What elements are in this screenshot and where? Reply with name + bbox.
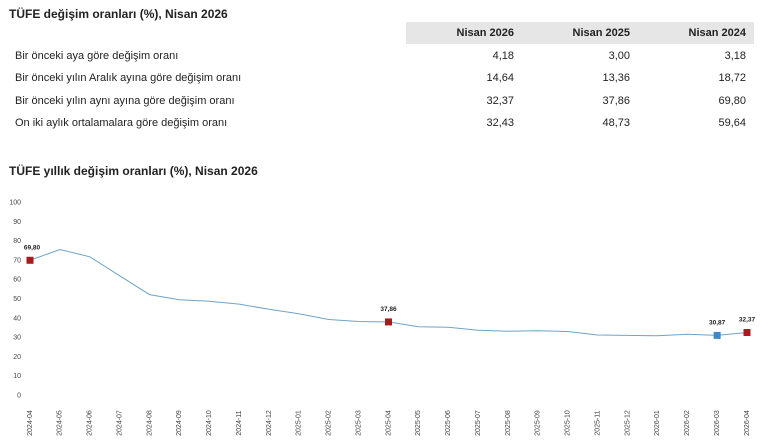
x-tick-label: 2025-01	[296, 410, 303, 436]
table-row: Bir önceki aya göre değişim oranı 4,18 3…	[7, 44, 754, 68]
x-tick-label: 2025-08	[505, 410, 512, 436]
y-tick-label: 40	[13, 315, 21, 322]
x-tick-label: 2025-06	[445, 410, 452, 436]
cell-value: 13,36	[522, 67, 638, 90]
y-tick-label: 30	[13, 335, 21, 342]
data-point-marker	[385, 318, 392, 326]
data-label: 30,87	[709, 319, 726, 326]
y-tick-label: 20	[13, 354, 21, 361]
header-col-3: Nisan 2024	[638, 22, 754, 45]
chart-title: TÜFE yıllık değişim oranları (%), Nisan …	[9, 164, 258, 178]
row-label: On iki aylık ortalamalara göre değişim o…	[7, 112, 406, 135]
data-label: 32,37	[739, 317, 756, 324]
header-col-1: Nisan 2026	[406, 22, 522, 45]
cell-value: 4,18	[406, 44, 522, 68]
y-tick-label: 100	[9, 200, 21, 207]
y-tick-label: 60	[13, 277, 21, 284]
data-point-marker	[713, 331, 721, 339]
data-label: 69,80	[24, 244, 41, 251]
cell-value: 69,80	[638, 89, 754, 113]
x-tick-label: 2025-09	[535, 410, 542, 436]
row-label: Bir önceki yılın Aralık ayına göre değiş…	[7, 67, 406, 90]
x-tick-label: 2026-03	[714, 410, 721, 436]
cell-value: 32,37	[406, 89, 522, 113]
data-point-marker	[743, 329, 751, 337]
cell-value: 3,00	[522, 44, 638, 68]
y-tick-label: 0	[17, 393, 21, 400]
table-row: Bir önceki yılın Aralık ayına göre değiş…	[7, 67, 754, 90]
cell-value: 18,72	[638, 67, 754, 90]
cell-value: 3,18	[638, 44, 754, 68]
x-tick-label: 2025-12	[624, 410, 631, 436]
row-label: Bir önceki aya göre değişim oranı	[7, 44, 406, 68]
data-label: 37,86	[380, 306, 397, 313]
cell-value: 59,64	[638, 112, 754, 135]
x-tick-label: 2024-04	[27, 410, 34, 436]
cell-value: 37,86	[522, 89, 638, 113]
y-tick-label: 70	[13, 257, 21, 264]
table-row: Bir önceki yılın aynı ayına göre değişim…	[7, 89, 754, 113]
x-tick-label: 2025-02	[326, 410, 333, 436]
cell-value: 14,64	[406, 67, 522, 90]
header-empty	[7, 22, 406, 45]
line-chart: 0 10 20 30 40 50 60 70 80 90 100 2024-04 2024-05 2024…	[9, 200, 756, 436]
cell-value: 48,73	[522, 112, 638, 135]
x-tick-label: 2026-04	[744, 410, 751, 436]
table-header-row: Nisan 2026 Nisan 2025 Nisan 2024	[7, 22, 754, 45]
x-tick-label: 2024-06	[87, 410, 94, 436]
x-tick-label: 2024-05	[57, 410, 64, 436]
table-title: TÜFE değişim oranları (%), Nisan 2026	[9, 7, 228, 21]
x-tick-label: 2024-09	[176, 410, 183, 436]
row-label: Bir önceki yılın aynı ayına göre değişim…	[7, 89, 406, 113]
rates-table: Nisan 2026 Nisan 2025 Nisan 2024 Bir önc…	[7, 22, 754, 135]
y-tick-label: 90	[13, 219, 21, 226]
x-tick-label: 2025-11	[594, 410, 601, 435]
x-tick-label: 2025-10	[565, 410, 572, 436]
x-tick-label: 2024-07	[116, 410, 123, 436]
y-tick-label: 80	[13, 238, 21, 245]
x-tick-label: 2024-11	[236, 410, 243, 435]
x-tick-label: 2025-04	[385, 410, 392, 436]
x-tick-label: 2026-01	[654, 410, 661, 436]
x-tick-label: 2024-12	[266, 410, 273, 436]
x-tick-label: 2025-03	[355, 410, 362, 436]
x-tick-label: 2025-05	[415, 410, 422, 436]
header-col-2: Nisan 2025	[522, 22, 638, 45]
cell-value: 32,43	[406, 112, 522, 135]
data-point-marker	[26, 256, 34, 264]
y-tick-label: 10	[13, 373, 21, 380]
x-tick-label: 2024-10	[206, 410, 213, 436]
x-tick-label: 2026-02	[684, 410, 691, 436]
table-row: On iki aylık ortalamalara göre değişim o…	[7, 112, 754, 135]
x-tick-label: 2024-08	[146, 410, 153, 436]
y-tick-label: 50	[13, 296, 21, 303]
x-tick-label: 2025-07	[475, 410, 482, 436]
